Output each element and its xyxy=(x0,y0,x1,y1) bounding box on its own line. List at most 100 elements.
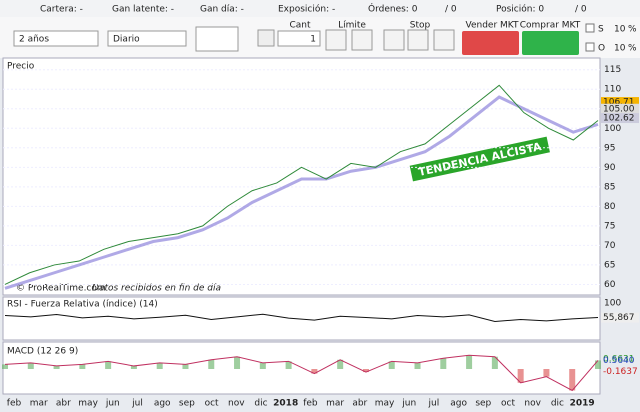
x-tick-label: abr xyxy=(352,399,367,409)
o-checkbox[interactable] xyxy=(585,42,595,52)
period: 2 años xyxy=(19,35,49,45)
macd-bar xyxy=(53,365,60,369)
cartera: Cartera: - xyxy=(40,5,83,15)
x-tick-label: may xyxy=(78,399,98,409)
limit-buy-button[interactable] xyxy=(325,29,347,51)
y-tick-label: 70 xyxy=(604,241,616,251)
y-tick-label: 115 xyxy=(604,65,621,75)
macd-label: 0.5640 xyxy=(603,356,635,366)
macd-bar xyxy=(440,358,447,369)
moving-average xyxy=(4,95,599,290)
posicion-total: / 0 xyxy=(575,5,587,15)
period-select[interactable] xyxy=(13,30,99,47)
settings-button[interactable] xyxy=(257,29,275,47)
account-bar xyxy=(0,0,640,17)
o-unit: % xyxy=(628,44,637,54)
x-tick-label: may xyxy=(375,399,395,409)
macd-label: 0.6631 xyxy=(603,354,635,364)
rsi-line xyxy=(4,313,599,322)
footer: © ProRealTime.com xyxy=(16,284,106,294)
macd-bar xyxy=(79,364,86,369)
sell-label: Vender MKT xyxy=(466,21,519,31)
gan-latente: Gan latente: - xyxy=(112,5,174,15)
x-tick-label: ago xyxy=(450,399,467,409)
cant-label: Cant xyxy=(289,21,311,31)
limite-label: Límite xyxy=(338,21,366,31)
x-tick-label: sep xyxy=(475,399,491,409)
price-line xyxy=(4,84,599,285)
rsi-label: 55,867 xyxy=(603,313,635,323)
macd-bar xyxy=(569,369,576,391)
macd-bar xyxy=(466,355,473,369)
x-tick-label: nov xyxy=(228,399,245,409)
x-tick-label: jun xyxy=(105,399,120,409)
macd-bar xyxy=(517,369,524,383)
x-tick-label: 2019 xyxy=(570,399,595,409)
macd-bar xyxy=(182,364,189,369)
annotation-box xyxy=(409,136,550,182)
s-value: 10 xyxy=(614,25,626,35)
price-label-box xyxy=(601,97,639,108)
x-tick-label: dic xyxy=(254,399,267,409)
x-tick-label: oct xyxy=(205,399,219,409)
x-tick-label: mar xyxy=(30,399,48,409)
macd-bar xyxy=(234,356,241,369)
x-tick-label: jul xyxy=(428,399,440,409)
price-label: 106.71 xyxy=(603,98,635,108)
cant: 1 xyxy=(310,35,316,45)
price-label-box xyxy=(601,113,639,124)
x-tick-label: feb xyxy=(303,399,318,409)
y-tick-label: 110 xyxy=(604,85,621,95)
x-tick-label: ago xyxy=(154,399,171,409)
o-label: O xyxy=(598,44,605,54)
macd-bar xyxy=(2,364,8,369)
y-tick-label: 60 xyxy=(604,280,616,290)
rsi-title: RSI - Fuerza Relativa (índice) (14) xyxy=(7,300,158,310)
macd-bar xyxy=(414,362,421,369)
ordenes-total: / 0 xyxy=(445,5,457,15)
macd-bar xyxy=(388,361,395,369)
macd-bar xyxy=(285,361,292,369)
cant-input[interactable] xyxy=(277,30,321,47)
macd-title: MACD (12 26 9) xyxy=(7,347,78,357)
x-tick-label: nov xyxy=(524,399,541,409)
y-tick-label: 80 xyxy=(604,202,616,212)
buy-button[interactable] xyxy=(522,31,579,55)
chart-type-button[interactable] xyxy=(195,26,239,52)
s-unit: % xyxy=(628,25,637,35)
stop-label: Stop xyxy=(410,21,431,31)
macd-bar xyxy=(311,369,318,374)
x-tick-label: 2018 xyxy=(273,399,298,409)
macd-bar xyxy=(491,356,498,369)
price-label: 102.62 xyxy=(603,114,635,124)
macd-bar xyxy=(156,362,163,369)
y-tick-label: 65 xyxy=(604,260,615,270)
stop-buy-button[interactable] xyxy=(383,29,405,51)
x-tick-label: jul xyxy=(131,399,143,409)
price-label: 105.00 xyxy=(603,104,635,114)
interval: Diario xyxy=(113,35,140,45)
macd-bar xyxy=(208,359,215,369)
macd-label: -0.1637 xyxy=(603,367,638,377)
x-tick-label: jun xyxy=(401,399,416,409)
y-tick-label: 100 xyxy=(604,124,621,134)
macd-bar xyxy=(130,365,137,369)
buy-label: Comprar MKT xyxy=(520,21,581,31)
s-checkbox[interactable] xyxy=(585,23,595,33)
y-tick-label: 85 xyxy=(604,182,615,192)
rsi-label-box xyxy=(601,312,639,323)
ordenes: Órdenes: 0 xyxy=(368,3,418,15)
stop-extra-button[interactable] xyxy=(433,29,455,51)
y-tick-label: 100 xyxy=(604,299,621,309)
sell-button[interactable] xyxy=(462,31,519,55)
macd-bar xyxy=(105,361,112,369)
macd-bar xyxy=(27,362,34,369)
limit-sell-button[interactable] xyxy=(351,29,373,51)
exposicion: Exposición: - xyxy=(278,4,335,15)
macd-bar xyxy=(362,369,369,373)
macd-bar xyxy=(595,360,601,369)
interval-select[interactable] xyxy=(107,30,187,47)
stop-sell-button[interactable] xyxy=(407,29,429,51)
x-tick-label: mar xyxy=(326,399,344,409)
